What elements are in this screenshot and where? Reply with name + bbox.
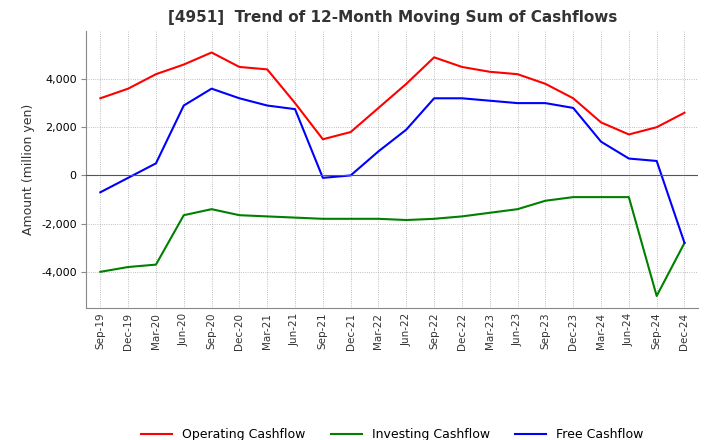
Investing Cashflow: [458, 214, 467, 219]
Free Cashflow: [513, 100, 522, 106]
Free Cashflow: [680, 240, 689, 246]
Operating Cashflow: [402, 81, 410, 87]
Free Cashflow: [152, 161, 161, 166]
Free Cashflow: [346, 173, 355, 178]
Investing Cashflow: [680, 240, 689, 246]
Investing Cashflow: [652, 293, 661, 299]
Operating Cashflow: [152, 72, 161, 77]
Investing Cashflow: [485, 210, 494, 216]
Line: Operating Cashflow: Operating Cashflow: [100, 52, 685, 139]
Free Cashflow: [430, 95, 438, 101]
Free Cashflow: [96, 190, 104, 195]
Investing Cashflow: [152, 262, 161, 267]
Investing Cashflow: [541, 198, 550, 203]
Investing Cashflow: [374, 216, 383, 221]
Investing Cashflow: [124, 264, 132, 270]
Investing Cashflow: [235, 213, 243, 218]
Operating Cashflow: [458, 64, 467, 70]
Investing Cashflow: [430, 216, 438, 221]
Free Cashflow: [569, 105, 577, 110]
Investing Cashflow: [346, 216, 355, 221]
Free Cashflow: [291, 106, 300, 112]
Investing Cashflow: [96, 269, 104, 275]
Free Cashflow: [402, 127, 410, 132]
Legend: Operating Cashflow, Investing Cashflow, Free Cashflow: Operating Cashflow, Investing Cashflow, …: [136, 423, 649, 440]
Operating Cashflow: [374, 105, 383, 110]
Operating Cashflow: [346, 129, 355, 135]
Free Cashflow: [374, 149, 383, 154]
Operating Cashflow: [235, 64, 243, 70]
Operating Cashflow: [541, 81, 550, 87]
Free Cashflow: [458, 95, 467, 101]
Free Cashflow: [485, 98, 494, 103]
Investing Cashflow: [263, 214, 271, 219]
Operating Cashflow: [263, 67, 271, 72]
Free Cashflow: [541, 100, 550, 106]
Investing Cashflow: [513, 206, 522, 212]
Operating Cashflow: [652, 125, 661, 130]
Line: Investing Cashflow: Investing Cashflow: [100, 197, 685, 296]
Investing Cashflow: [179, 213, 188, 218]
Operating Cashflow: [124, 86, 132, 91]
Operating Cashflow: [207, 50, 216, 55]
Investing Cashflow: [569, 194, 577, 200]
Free Cashflow: [207, 86, 216, 91]
Operating Cashflow: [485, 69, 494, 74]
Operating Cashflow: [430, 55, 438, 60]
Investing Cashflow: [624, 194, 633, 200]
Operating Cashflow: [318, 137, 327, 142]
Free Cashflow: [597, 139, 606, 144]
Free Cashflow: [263, 103, 271, 108]
Operating Cashflow: [96, 95, 104, 101]
Free Cashflow: [235, 95, 243, 101]
Operating Cashflow: [624, 132, 633, 137]
Investing Cashflow: [291, 215, 300, 220]
Investing Cashflow: [402, 217, 410, 223]
Free Cashflow: [624, 156, 633, 161]
Operating Cashflow: [569, 95, 577, 101]
Operating Cashflow: [291, 100, 300, 106]
Operating Cashflow: [513, 72, 522, 77]
Operating Cashflow: [680, 110, 689, 115]
Free Cashflow: [318, 175, 327, 180]
Free Cashflow: [124, 175, 132, 180]
Operating Cashflow: [179, 62, 188, 67]
Investing Cashflow: [597, 194, 606, 200]
Investing Cashflow: [318, 216, 327, 221]
Free Cashflow: [652, 158, 661, 164]
Investing Cashflow: [207, 206, 216, 212]
Title: [4951]  Trend of 12-Month Moving Sum of Cashflows: [4951] Trend of 12-Month Moving Sum of C…: [168, 11, 617, 26]
Free Cashflow: [179, 103, 188, 108]
Operating Cashflow: [597, 120, 606, 125]
Y-axis label: Amount (million yen): Amount (million yen): [22, 104, 35, 235]
Line: Free Cashflow: Free Cashflow: [100, 88, 685, 243]
